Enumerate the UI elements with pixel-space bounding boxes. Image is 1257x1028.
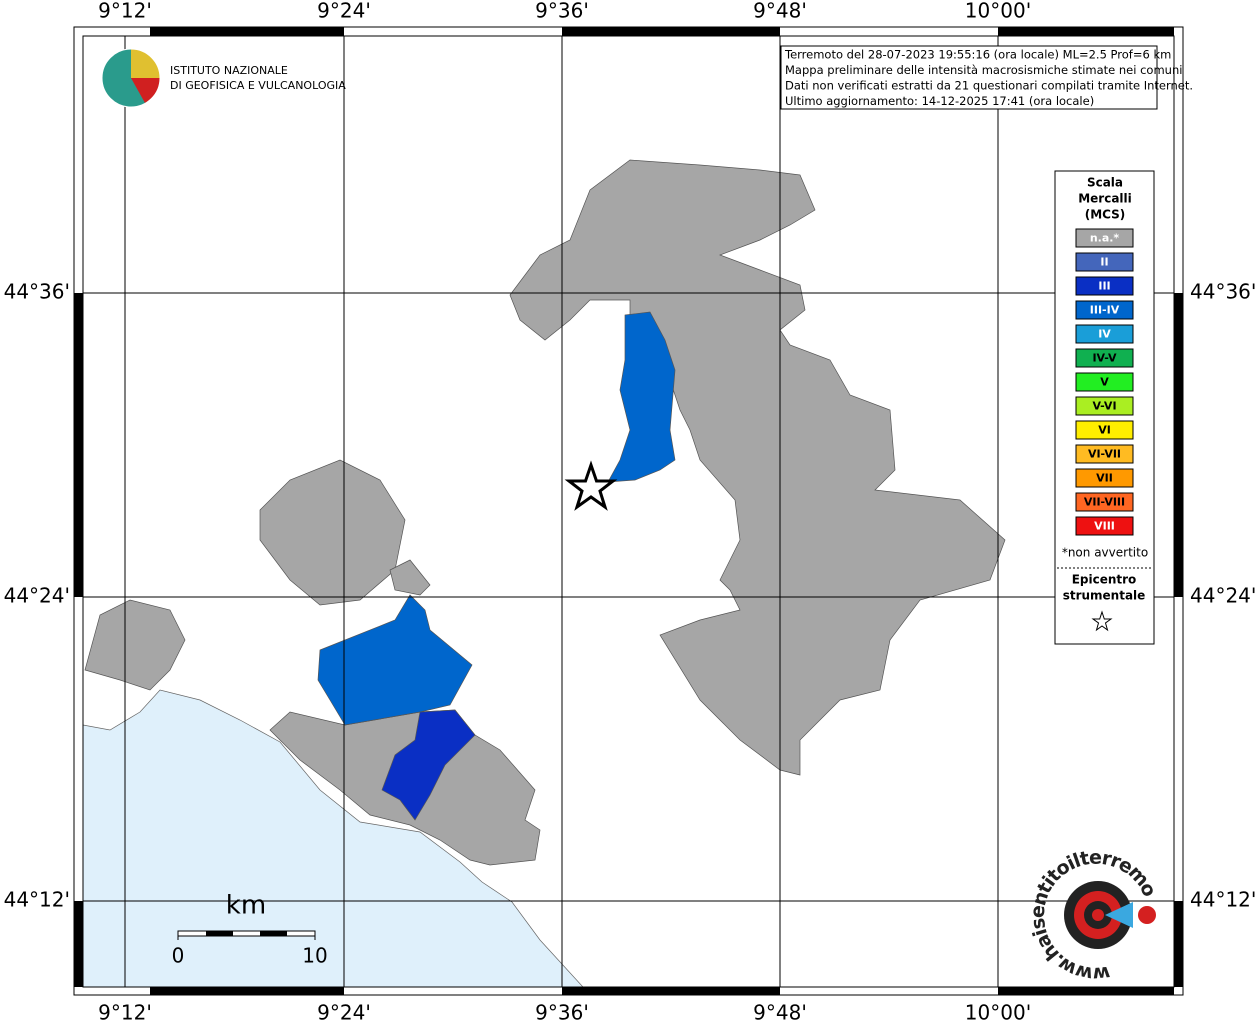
legend-swatch [1075, 468, 1134, 488]
info-line: Ultimo aggiornamento: 14-12-2025 17:41 (… [785, 94, 1094, 108]
legend-swatch [1075, 276, 1134, 296]
longitude-label: 9°48' [753, 0, 807, 23]
scale-unit: km [226, 891, 266, 921]
scale-label: 10 [302, 944, 327, 968]
legend-swatch [1075, 396, 1134, 416]
legend-swatch [1075, 228, 1134, 248]
legend-label: IV [1098, 328, 1111, 341]
legend-label: V-VI [1092, 400, 1116, 413]
municipality-iii-iv [317, 594, 473, 726]
info-box [780, 45, 1158, 110]
legend-label: VI-VII [1088, 448, 1121, 461]
longitude-label: 9°24' [317, 1001, 371, 1025]
graticule [83, 36, 1174, 987]
legend-title: (MCS) [1085, 208, 1126, 222]
latitude-label: 44°24' [1190, 584, 1256, 608]
legend-star [1091, 610, 1113, 632]
latitude-label: 44°24' [4, 584, 70, 608]
longitude-label: 9°12' [98, 0, 152, 23]
legend-swatch [1075, 252, 1134, 272]
info-line: Mappa preliminare delle intensità macros… [785, 63, 1182, 77]
legend-title: Mercalli [1078, 192, 1132, 206]
info-line: Dati non verificati estratti da 21 quest… [785, 79, 1193, 93]
scale-bar: km 0 10 [172, 891, 328, 968]
latitude-label: 44°12' [4, 888, 70, 912]
longitude-label: 9°36' [535, 0, 589, 23]
sea [82, 689, 584, 988]
scale-label: 0 [172, 944, 185, 968]
legend-epicenter: Epicentro [1072, 573, 1137, 587]
frame [73, 26, 1184, 996]
legend-epicenter: strumentale [1063, 589, 1146, 603]
legend-label: III-IV [1090, 304, 1120, 317]
legend-label: IV-V [1092, 352, 1117, 365]
legend-title: Scala [1087, 176, 1123, 190]
legend-swatch [1075, 324, 1134, 344]
legend-swatch [1075, 300, 1134, 320]
legend-label: II [1100, 256, 1108, 269]
longitude-label: 9°12' [98, 1001, 152, 1025]
legend-label: V [1100, 376, 1109, 389]
longitude-label: 9°36' [535, 1001, 589, 1025]
legend-label: VII [1096, 472, 1113, 485]
legend-swatch [1075, 492, 1134, 512]
municipality-iii [381, 709, 476, 821]
legend-label: III [1098, 280, 1110, 293]
legend-swatch [1075, 516, 1134, 536]
legend-label: n.a.* [1090, 232, 1120, 245]
longitude-label: 10°00' [965, 1001, 1031, 1025]
legend-label: VI [1098, 424, 1111, 437]
institute-name: ISTITUTO NAZIONALE [170, 64, 288, 77]
latitude-label: 44°12' [1190, 888, 1256, 912]
legend-note: *non avvertito [1062, 546, 1148, 560]
longitude-label: 9°24' [317, 0, 371, 23]
legend-swatch [1075, 372, 1134, 392]
institute-name: DI GEOFISICA E VULCANOLOGIA [170, 79, 346, 92]
municipality-iii-iv [607, 311, 676, 483]
legend-label: VIII [1094, 520, 1115, 533]
epicenter-marker [564, 460, 618, 511]
latitude-label: 44°36' [1190, 280, 1256, 304]
legend-swatch [1075, 420, 1134, 440]
legend-swatch [1075, 348, 1134, 368]
longitude-label: 9°48' [753, 1001, 807, 1025]
ingv-logo: ISTITUTO NAZIONALE DI GEOFISICA E VULCAN… [101, 48, 346, 108]
legend-swatch [1075, 444, 1134, 464]
longitude-label: 10°00' [965, 0, 1031, 23]
legend-label: VII-VIII [1084, 496, 1125, 509]
latitude-label: 44°36' [4, 280, 70, 304]
info-line: Terremoto del 28-07-2023 19:55:16 (ora l… [784, 48, 1171, 62]
